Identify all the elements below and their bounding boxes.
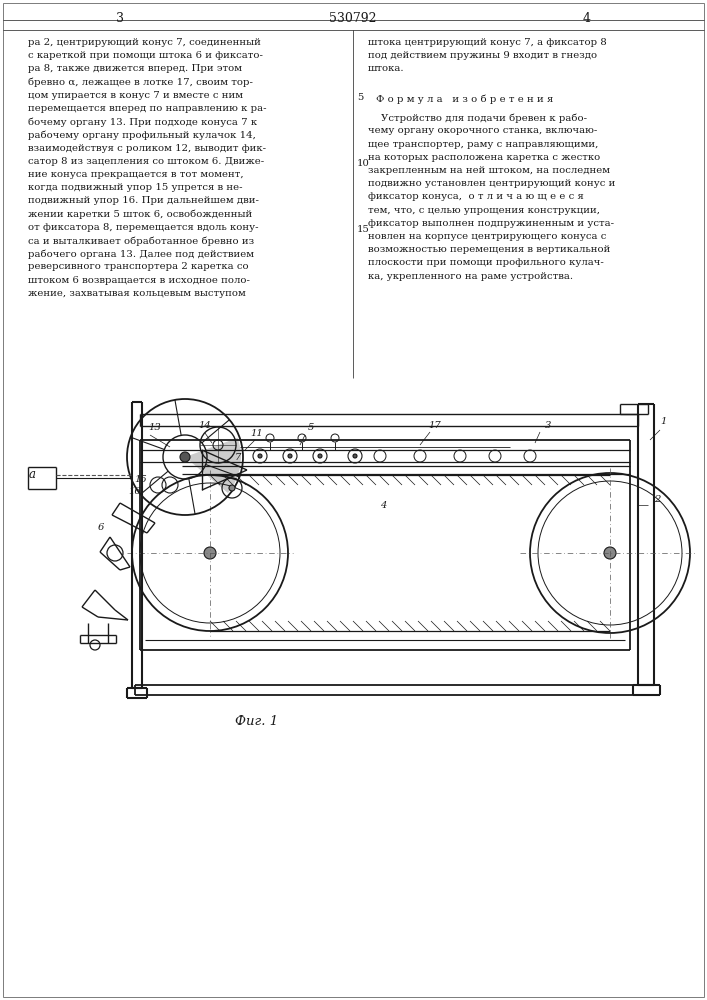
Circle shape	[180, 452, 190, 462]
Text: бревно α, лежащее в лотке 17, своим тор-: бревно α, лежащее в лотке 17, своим тор-	[28, 78, 253, 87]
Text: штоком 6 возвращается в исходное поло-: штоком 6 возвращается в исходное поло-	[28, 276, 250, 285]
Wedge shape	[185, 438, 241, 493]
Text: 5: 5	[357, 93, 363, 102]
Text: 6: 6	[98, 524, 105, 532]
Text: взаимодействуя с роликом 12, выводит фик-: взаимодействуя с роликом 12, выводит фик…	[28, 144, 266, 153]
Text: 2: 2	[654, 495, 660, 504]
Text: 3: 3	[116, 12, 124, 25]
Text: новлен на корпусе центрирующего конуса с: новлен на корпусе центрирующего конуса с	[368, 232, 607, 241]
Text: жении каретки 5 шток 6, освобожденный: жении каретки 5 шток 6, освобожденный	[28, 210, 252, 219]
Text: рабочего органа 13. Далее под действием: рабочего органа 13. Далее под действием	[28, 249, 254, 259]
Text: 15: 15	[357, 225, 370, 234]
Text: под действием пружины 9 входит в гнездо: под действием пружины 9 входит в гнездо	[368, 51, 597, 60]
Text: сатор 8 из зацепления со штоком 6. Движе-: сатор 8 из зацепления со штоком 6. Движе…	[28, 157, 264, 166]
Text: подвижный упор 16. При дальнейшем дви-: подвижный упор 16. При дальнейшем дви-	[28, 196, 259, 205]
Circle shape	[604, 547, 616, 559]
Text: 16: 16	[128, 488, 141, 496]
Text: Фиг. 1: Фиг. 1	[235, 715, 278, 728]
Circle shape	[258, 454, 262, 458]
Text: цом упирается в конус 7 и вместе с ним: цом упирается в конус 7 и вместе с ним	[28, 91, 243, 100]
Text: когда подвижный упор 15 упрется в не-: когда подвижный упор 15 упрется в не-	[28, 183, 243, 192]
Text: на которых расположена каретка с жестко: на которых расположена каретка с жестко	[368, 153, 600, 162]
Text: 15: 15	[134, 476, 147, 485]
Text: плоскости при помощи профильного кулач-: плоскости при помощи профильного кулач-	[368, 258, 604, 267]
Text: ра 8, также движется вперед. При этом: ра 8, также движется вперед. При этом	[28, 64, 242, 73]
Text: Устройство для подачи бревен к рабо-: Устройство для подачи бревен к рабо-	[368, 113, 587, 123]
Text: 4: 4	[583, 12, 591, 25]
Text: 1: 1	[660, 418, 667, 426]
Text: с кареткой при помощи штока 6 и фиксато-: с кареткой при помощи штока 6 и фиксато-	[28, 51, 263, 60]
Text: 17: 17	[428, 420, 440, 430]
Circle shape	[204, 547, 216, 559]
Text: перемещается вперед по направлению к ра-: перемещается вперед по направлению к ра-	[28, 104, 267, 113]
Circle shape	[318, 454, 322, 458]
Text: са и выталкивает обработанное бревно из: са и выталкивает обработанное бревно из	[28, 236, 254, 245]
Text: чему органу окорочного станка, включаю-: чему органу окорочного станка, включаю-	[368, 126, 597, 135]
Text: 5: 5	[308, 422, 315, 432]
Text: подвижно установлен центрирующий конус и: подвижно установлен центрирующий конус и	[368, 179, 615, 188]
Text: возможностью перемещения в вертикальной: возможностью перемещения в вертикальной	[368, 245, 610, 254]
Text: закрепленным на ней штоком, на последнем: закрепленным на ней штоком, на последнем	[368, 166, 610, 175]
Text: 3: 3	[545, 420, 551, 430]
Text: a: a	[28, 468, 35, 482]
Text: Ф о р м у л а   и з о б р е т е н и я: Ф о р м у л а и з о б р е т е н и я	[376, 95, 554, 104]
Text: ка, укрепленного на раме устройства.: ка, укрепленного на раме устройства.	[368, 272, 573, 281]
Text: ра 2, центрирующий конус 7, соединенный: ра 2, центрирующий конус 7, соединенный	[28, 38, 261, 47]
Text: фиксатор выполнен подпружиненным и уста-: фиксатор выполнен подпружиненным и уста-	[368, 219, 614, 228]
Text: 14: 14	[198, 420, 211, 430]
Text: ние конуса прекращается в тот момент,: ние конуса прекращается в тот момент,	[28, 170, 244, 179]
Text: 7: 7	[235, 452, 241, 462]
Circle shape	[288, 454, 292, 458]
Text: 13: 13	[148, 422, 160, 432]
Circle shape	[229, 485, 235, 491]
Text: щее транспортер, раму с направляющими,: щее транспортер, раму с направляющими,	[368, 140, 598, 149]
Text: фиксатор конуса,  о т л и ч а ю щ е е с я: фиксатор конуса, о т л и ч а ю щ е е с я	[368, 192, 584, 201]
Text: рабочему органу профильный кулачок 14,: рабочему органу профильный кулачок 14,	[28, 130, 256, 140]
Text: реверсивного транспортера 2 каретка со: реверсивного транспортера 2 каретка со	[28, 262, 249, 271]
Text: бочему органу 13. При подходе конуса 7 к: бочему органу 13. При подходе конуса 7 к	[28, 117, 257, 127]
Text: 530792: 530792	[329, 12, 377, 25]
Text: 4: 4	[380, 500, 386, 510]
Text: 10: 10	[357, 159, 370, 168]
Text: 11: 11	[250, 428, 263, 438]
Text: штока центрирующий конус 7, а фиксатор 8: штока центрирующий конус 7, а фиксатор 8	[368, 38, 607, 47]
Text: тем, что, с целью упрощения конструкции,: тем, что, с целью упрощения конструкции,	[368, 206, 600, 215]
Circle shape	[353, 454, 357, 458]
Text: жение, захватывая кольцевым выступом: жение, захватывая кольцевым выступом	[28, 289, 246, 298]
Text: штока.: штока.	[368, 64, 404, 73]
Text: от фиксатора 8, перемещается вдоль кону-: от фиксатора 8, перемещается вдоль кону-	[28, 223, 259, 232]
